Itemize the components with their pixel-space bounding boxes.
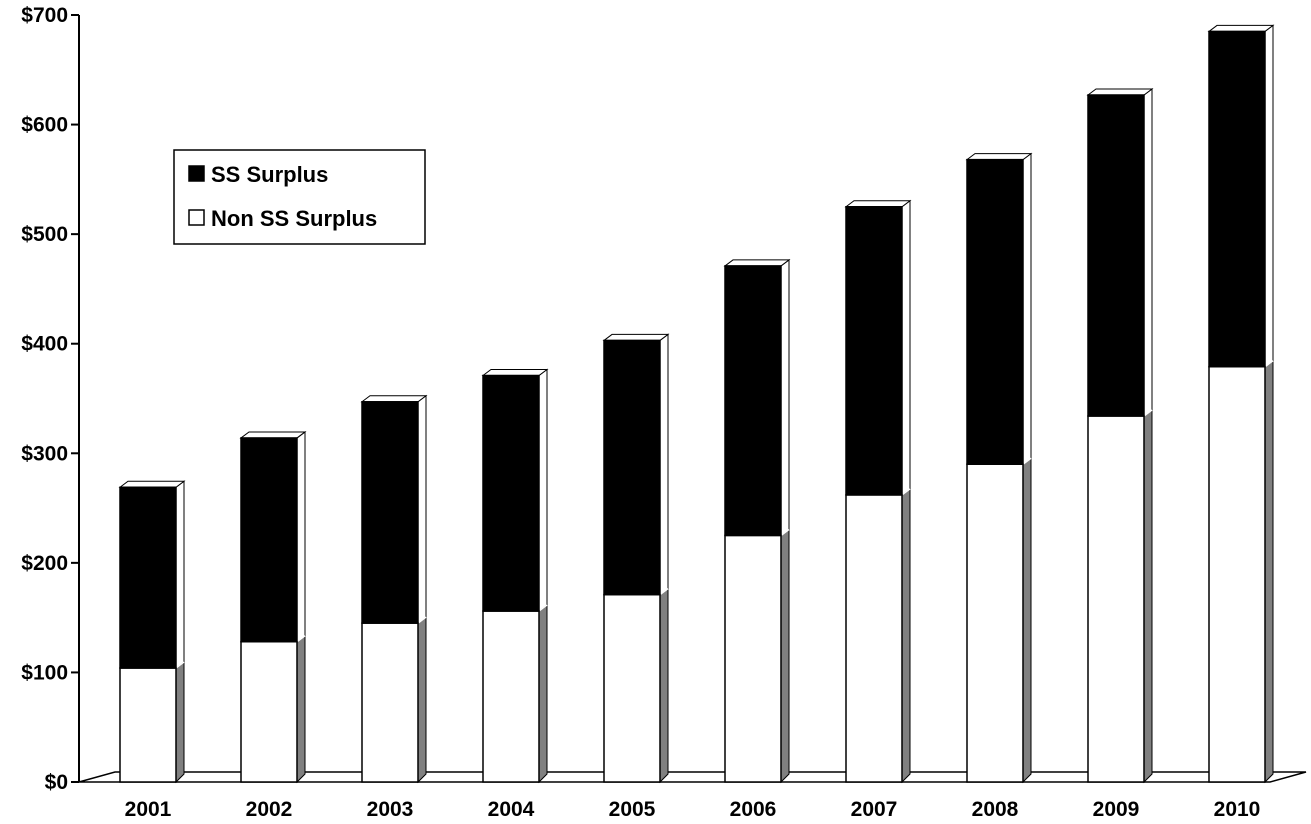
bar-side-ss-surplus xyxy=(296,430,306,643)
bar-mid-edge xyxy=(417,616,427,624)
bar-side-non-ss-surplus xyxy=(296,634,306,784)
x-tick-label: 2001 xyxy=(125,798,172,821)
bar-ss-surplus xyxy=(845,206,903,496)
x-tick-label: 2005 xyxy=(609,798,656,821)
bar-side-ss-surplus xyxy=(659,333,669,596)
bar-ss-surplus xyxy=(603,339,661,596)
bar-ss-surplus xyxy=(966,158,1024,465)
bar-top xyxy=(965,153,1033,161)
y-tick-label: $200 xyxy=(21,552,68,575)
legend-box xyxy=(173,149,426,245)
bar-top xyxy=(239,431,307,439)
bar-side-ss-surplus xyxy=(1022,152,1032,466)
bar-non-ss-surplus xyxy=(482,610,540,783)
bar-ss-surplus xyxy=(361,401,419,624)
bar-top xyxy=(118,480,186,488)
legend-label-non-ss-surplus: Non SS Surplus xyxy=(211,206,377,231)
bar-mid-edge xyxy=(175,661,185,669)
bar-side-ss-surplus xyxy=(1264,24,1274,368)
x-tick-label: 2008 xyxy=(972,798,1019,821)
bar-side-non-ss-surplus xyxy=(417,616,427,784)
bar-mid-edge xyxy=(780,528,790,537)
y-tick-label: $0 xyxy=(45,771,68,794)
bar-non-ss-surplus xyxy=(966,463,1024,783)
bar-mid-edge xyxy=(901,488,911,496)
x-axis-labels: 2001 2002 2003 2004 2005 2006 2007 2008 2009 2010 xyxy=(125,798,1261,821)
bar-side-non-ss-surplus xyxy=(1022,457,1032,784)
bar-side-non-ss-surplus xyxy=(780,528,790,784)
bar-ss-surplus xyxy=(119,486,177,669)
x-tick-label: 2010 xyxy=(1214,798,1261,821)
bar-side-non-ss-surplus xyxy=(901,487,911,784)
y-axis: $0 $100 $200 $300 $400 $500 $600 $700 xyxy=(21,4,80,794)
bar-side-ss-surplus xyxy=(417,394,427,625)
bar-ss-surplus xyxy=(1087,94,1145,417)
x-tick-label: 2007 xyxy=(851,798,898,821)
bar-side-ss-surplus xyxy=(780,258,790,537)
y-tick-label: $700 xyxy=(21,4,68,27)
bar-side-ss-surplus xyxy=(901,199,911,496)
bar-side-non-ss-surplus xyxy=(1143,409,1153,784)
bar-ss-surplus xyxy=(724,265,782,537)
x-tick-label: 2003 xyxy=(367,798,414,821)
y-tick-label: $100 xyxy=(21,661,68,684)
x-tick-label: 2004 xyxy=(488,798,535,821)
bar-side-non-ss-surplus xyxy=(538,604,548,784)
legend-swatch-non-ss-surplus xyxy=(188,209,205,226)
bar-mid-edge xyxy=(1022,457,1032,465)
bar-non-ss-surplus xyxy=(240,640,298,783)
bar-side-ss-surplus xyxy=(538,368,548,613)
bar-non-ss-surplus xyxy=(119,667,177,783)
bar-top xyxy=(1086,88,1154,96)
bar-top xyxy=(1207,24,1275,32)
bar-ss-surplus xyxy=(240,437,298,643)
bar-side-non-ss-surplus xyxy=(659,587,669,784)
legend: SS Surplus Non SS Surplus xyxy=(173,149,426,245)
bar-top xyxy=(602,333,670,341)
bar-top xyxy=(481,368,549,376)
bars xyxy=(118,24,1275,784)
bar-side-ss-surplus xyxy=(175,480,185,670)
bar-top xyxy=(360,395,428,403)
bar-side-non-ss-surplus xyxy=(175,661,185,784)
bar-side-non-ss-surplus xyxy=(1264,359,1274,784)
bar-non-ss-surplus xyxy=(1208,365,1266,783)
bar-non-ss-surplus xyxy=(724,534,782,783)
y-tick-label: $600 xyxy=(21,114,68,137)
bar-mid-edge xyxy=(296,635,306,643)
bar-mid-edge xyxy=(538,604,548,612)
bar-mid-edge xyxy=(1143,409,1153,417)
bar-mid-edge xyxy=(1264,360,1274,368)
x-tick-label: 2009 xyxy=(1093,798,1140,821)
y-tick-label: $500 xyxy=(21,223,68,246)
x-tick-label: 2006 xyxy=(730,798,777,821)
bar-top xyxy=(723,259,791,267)
legend-label-ss-surplus: SS Surplus xyxy=(211,162,328,187)
bar-mid-edge xyxy=(659,588,669,596)
bar-non-ss-surplus xyxy=(361,622,419,783)
bar-side-ss-surplus xyxy=(1143,87,1153,418)
y-tick-label: $400 xyxy=(21,333,68,356)
legend-swatch-ss-surplus xyxy=(188,165,205,182)
bar-top xyxy=(844,200,912,208)
y-tick-label: $300 xyxy=(21,442,68,465)
bar-ss-surplus xyxy=(1208,30,1266,368)
bar-non-ss-surplus xyxy=(845,494,903,783)
bar-non-ss-surplus xyxy=(603,593,661,783)
bar-ss-surplus xyxy=(482,374,540,612)
bar-non-ss-surplus xyxy=(1087,415,1145,783)
x-tick-label: 2002 xyxy=(246,798,293,821)
